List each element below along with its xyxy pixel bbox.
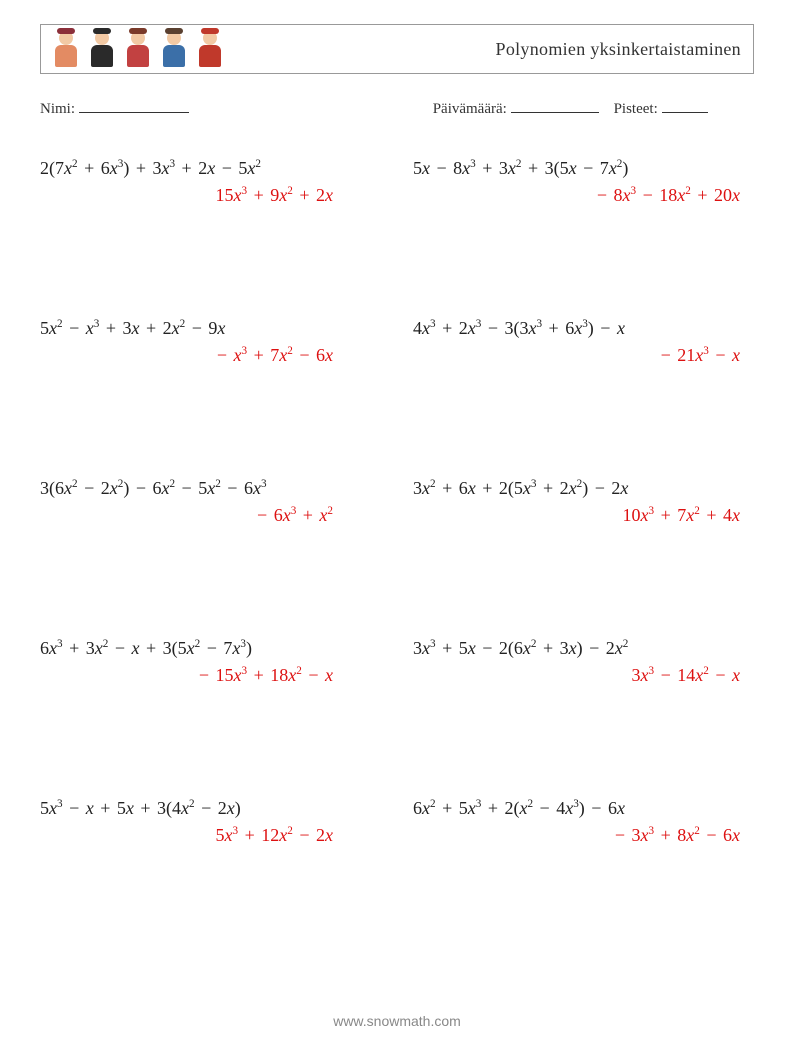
problems-grid: 2(7x2 + 6x3) + 3x3 + 2x − 5x2 15x3 + 9x2 … xyxy=(40,158,754,958)
info-line: Nimi: Päivämäärä: Pisteet: xyxy=(40,98,754,118)
avatar-icon xyxy=(89,29,115,69)
problem-expression: 2(7x2 + 6x3) + 3x3 + 2x − 5x2 xyxy=(40,158,381,179)
problem: 3(6x2 − 2x2) − 6x2 − 5x2 − 6x3 − 6x3 + x… xyxy=(40,478,381,526)
problem: 6x3 + 3x2 − x + 3(5x2 − 7x3) − 15x3 + 18… xyxy=(40,638,381,686)
problem-answer: − x3 + 7x2 − 6x xyxy=(40,345,381,366)
problem-answer: − 3x3 + 8x2 − 6x xyxy=(413,825,754,846)
problem-expression: 5x2 − x3 + 3x + 2x2 − 9x xyxy=(40,318,381,339)
name-label: Nimi: xyxy=(40,101,75,117)
problem-expression: 6x2 + 5x3 + 2(x2 − 4x3) − 6x xyxy=(413,798,754,819)
date-blank[interactable] xyxy=(511,98,599,113)
problem-answer: − 6x3 + x2 xyxy=(40,505,381,526)
footer-url: www.snowmath.com xyxy=(0,1013,794,1029)
problem-answer: 15x3 + 9x2 + 2x xyxy=(40,185,381,206)
problem-expression: 3x3 + 5x − 2(6x2 + 3x) − 2x2 xyxy=(413,638,754,659)
score-label: Pisteet: xyxy=(614,101,658,117)
problem-expression: 4x3 + 2x3 − 3(3x3 + 6x3) − x xyxy=(413,318,754,339)
problem: 4x3 + 2x3 − 3(3x3 + 6x3) − x − 21x3 − x xyxy=(413,318,754,366)
problem-answer: − 21x3 − x xyxy=(413,345,754,366)
problem: 2(7x2 + 6x3) + 3x3 + 2x − 5x2 15x3 + 9x2 … xyxy=(40,158,381,206)
date-label: Päivämäärä: xyxy=(433,101,507,117)
problem: 5x3 − x + 5x + 3(4x2 − 2x) 5x3 + 12x2 − 2… xyxy=(40,798,381,846)
problem: 5x − 8x3 + 3x2 + 3(5x − 7x2) − 8x3 − 18x… xyxy=(413,158,754,206)
problem-answer: − 15x3 + 18x2 − x xyxy=(40,665,381,686)
problem-answer: 5x3 + 12x2 − 2x xyxy=(40,825,381,846)
problem: 3x2 + 6x + 2(5x3 + 2x2) − 2x 10x3 + 7x2 +… xyxy=(413,478,754,526)
header-box: Polynomien yksinkertaistaminen xyxy=(40,24,754,74)
name-blank[interactable] xyxy=(79,98,189,113)
worksheet-title: Polynomien yksinkertaistaminen xyxy=(496,39,741,60)
problems-col-right: 5x − 8x3 + 3x2 + 3(5x − 7x2) − 8x3 − 18x… xyxy=(397,158,754,958)
problem: 5x2 − x3 + 3x + 2x2 − 9x − x3 + 7x2 − 6x xyxy=(40,318,381,366)
problem-answer: 10x3 + 7x2 + 4x xyxy=(413,505,754,526)
avatar-icon xyxy=(161,29,187,69)
problem-expression: 3x2 + 6x + 2(5x3 + 2x2) − 2x xyxy=(413,478,754,499)
problem-answer: − 8x3 − 18x2 + 20x xyxy=(413,185,754,206)
problem-expression: 5x3 − x + 5x + 3(4x2 − 2x) xyxy=(40,798,381,819)
problem-expression: 5x − 8x3 + 3x2 + 3(5x − 7x2) xyxy=(413,158,754,179)
avatar-row xyxy=(53,29,223,69)
problem-expression: 3(6x2 − 2x2) − 6x2 − 5x2 − 6x3 xyxy=(40,478,381,499)
avatar-icon xyxy=(125,29,151,69)
score-blank[interactable] xyxy=(662,98,708,113)
problem: 3x3 + 5x − 2(6x2 + 3x) − 2x2 3x3 − 14x2 −… xyxy=(413,638,754,686)
problem-expression: 6x3 + 3x2 − x + 3(5x2 − 7x3) xyxy=(40,638,381,659)
problem: 6x2 + 5x3 + 2(x2 − 4x3) − 6x − 3x3 + 8x2… xyxy=(413,798,754,846)
problems-col-left: 2(7x2 + 6x3) + 3x3 + 2x − 5x2 15x3 + 9x2 … xyxy=(40,158,397,958)
avatar-icon xyxy=(53,29,79,69)
avatar-icon xyxy=(197,29,223,69)
problem-answer: 3x3 − 14x2 − x xyxy=(413,665,754,686)
